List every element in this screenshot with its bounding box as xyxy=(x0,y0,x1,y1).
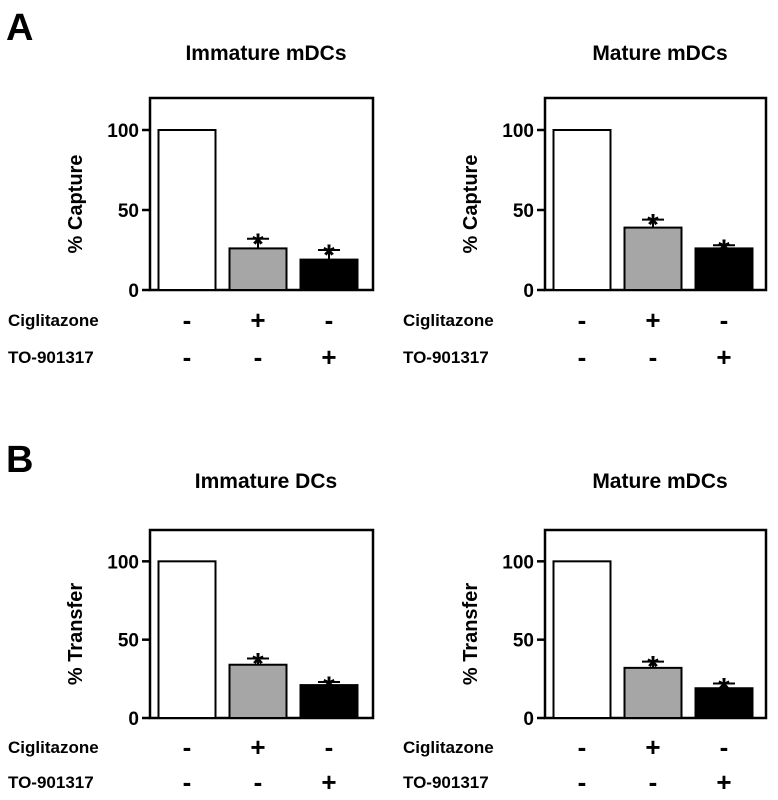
y-axis-title: % Capture xyxy=(65,155,87,254)
bar-to-901317 xyxy=(299,258,359,292)
minus-sign: - xyxy=(578,767,587,797)
plus-sign: + xyxy=(716,767,731,797)
bar-ciglitazone xyxy=(228,663,288,720)
minus-sign: - xyxy=(649,767,658,797)
minus-sign: - xyxy=(578,305,587,335)
treatment-label: Ciglitazone xyxy=(8,738,99,757)
y-tick-label: 100 xyxy=(107,121,139,142)
y-tick-label: 0 xyxy=(523,281,534,302)
minus-sign: - xyxy=(578,342,587,372)
significance-star: * xyxy=(647,651,659,684)
chart-3: Immature DCs 0 50 100 % Transfer * * Ciglitazon… xyxy=(8,470,375,797)
y-tick-label: 100 xyxy=(107,552,139,573)
plus-sign: + xyxy=(250,305,265,335)
y-tick-label: 100 xyxy=(502,552,534,573)
y-axis-title: % Transfer xyxy=(65,583,87,685)
minus-sign: - xyxy=(254,767,263,797)
plus-sign: + xyxy=(250,732,265,762)
bar-control xyxy=(157,560,217,719)
y-axis-title: % Capture xyxy=(460,155,482,254)
significance-star: * xyxy=(718,673,730,706)
minus-sign: - xyxy=(720,732,729,762)
bar-ciglitazone xyxy=(623,226,683,292)
y-tick-label: 50 xyxy=(513,631,534,652)
chart-2: Mature mDCs 0 50 100 % Capture * * Ciglitazone -… xyxy=(403,42,768,372)
y-axis-title: % Transfer xyxy=(460,583,482,685)
chart-title: Immature mDCs xyxy=(185,42,346,65)
treatment-label: TO-901317 xyxy=(403,773,489,792)
y-tick-label: 50 xyxy=(118,631,139,652)
bar-control xyxy=(552,129,612,291)
significance-star: * xyxy=(323,239,335,272)
treatment-label: Ciglitazone xyxy=(403,738,494,757)
bar-ciglitazone xyxy=(623,666,683,719)
plus-sign: + xyxy=(321,342,336,372)
y-tick-label: 100 xyxy=(502,121,534,142)
bar-control xyxy=(157,129,217,291)
minus-sign: - xyxy=(183,732,192,762)
minus-sign: - xyxy=(720,305,729,335)
plus-sign: + xyxy=(716,342,731,372)
minus-sign: - xyxy=(325,732,334,762)
y-tick-label: 50 xyxy=(513,201,534,222)
minus-sign: - xyxy=(578,732,587,762)
significance-star: * xyxy=(647,209,659,242)
significance-star: * xyxy=(252,228,264,261)
y-tick-label: 0 xyxy=(128,709,139,730)
treatment-label: Ciglitazone xyxy=(403,311,494,330)
minus-sign: - xyxy=(649,342,658,372)
treatment-label: TO-901317 xyxy=(8,348,94,367)
chart-1: Immature mDCs 0 50 100 % Capture * * Ciglitazon… xyxy=(8,42,375,372)
panel-label-a: A xyxy=(6,7,33,49)
panel-label-b: B xyxy=(6,439,33,481)
plus-sign: + xyxy=(645,732,660,762)
bar-ciglitazone xyxy=(228,247,288,291)
treatment-label: TO-901317 xyxy=(403,348,489,367)
treatment-label: TO-901317 xyxy=(8,773,94,792)
y-tick-label: 50 xyxy=(118,201,139,222)
treatment-label: Ciglitazone xyxy=(8,311,99,330)
minus-sign: - xyxy=(254,342,263,372)
y-tick-label: 0 xyxy=(128,281,139,302)
minus-sign: - xyxy=(325,305,334,335)
chart-title: Mature mDCs xyxy=(592,470,727,493)
chart-4: Mature mDCs 0 50 100 % Transfer * * Ciglitazone… xyxy=(403,470,768,797)
plus-sign: + xyxy=(321,767,336,797)
minus-sign: - xyxy=(183,342,192,372)
significance-star: * xyxy=(323,671,335,704)
minus-sign: - xyxy=(183,305,192,335)
y-tick-label: 0 xyxy=(523,709,534,730)
minus-sign: - xyxy=(183,767,192,797)
chart-title: Mature mDCs xyxy=(592,42,727,65)
charts-container: Immature mDCs 0 50 100 % Capture * * Ciglitazon… xyxy=(8,42,768,797)
bar-control xyxy=(552,560,612,719)
chart-title: Immature DCs xyxy=(195,470,337,493)
bar-to-901317 xyxy=(694,247,754,291)
significance-star: * xyxy=(718,234,730,267)
significance-star: * xyxy=(252,647,264,680)
plus-sign: + xyxy=(645,305,660,335)
bar-to-901317 xyxy=(299,684,359,719)
